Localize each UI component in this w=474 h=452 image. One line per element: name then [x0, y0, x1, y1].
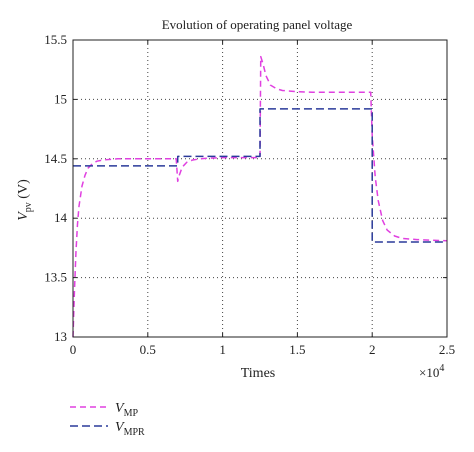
legend-vmp-main: V: [115, 401, 125, 416]
y-tick-label: 15.5: [44, 32, 67, 47]
y-label-sub: pv: [23, 202, 34, 212]
x-tick-labels: 0 0.5 1 1.5 2 2.5: [70, 342, 455, 357]
plot-frame: [72, 39, 448, 338]
legend-label-vmp: VMP: [115, 401, 138, 419]
x-tick-label: 0: [70, 342, 77, 357]
y-tick-label: 13.5: [44, 270, 67, 285]
y-tick-label: 14: [54, 210, 68, 225]
legend-vmpr-main: V: [115, 420, 125, 435]
y-tick-label: 15: [54, 91, 67, 106]
tick-marks: [72, 39, 448, 338]
x-tick-label: 2.5: [439, 342, 455, 357]
x-multiplier-base: ×10: [419, 365, 439, 380]
x-tick-label: 2: [369, 342, 376, 357]
legend-label-vmpr: VMPR: [115, 420, 145, 438]
series-line-mp: [72, 55, 448, 338]
x-axis-multiplier: ×104: [419, 363, 444, 380]
x-axis-label: Times: [241, 366, 276, 381]
series-line-mpr: [73, 108, 447, 243]
x-tick-label: 0.5: [140, 342, 156, 357]
x-tick-label: 1.5: [289, 342, 305, 357]
series-layer: [72, 55, 448, 338]
y-label-unit: (V): [16, 179, 31, 202]
y-tick-label: 13: [54, 329, 67, 344]
legend-vmpr-sub: MPR: [124, 427, 145, 438]
y-axis-label: Vpv (V): [16, 179, 34, 221]
x-tick-label: 1: [219, 342, 226, 357]
legend-vmp-sub: MP: [124, 408, 139, 419]
y-tick-label: 14.5: [44, 151, 67, 166]
legend: VMP VMPR: [70, 401, 145, 438]
x-multiplier-exponent: 4: [439, 363, 444, 374]
chart-title: Evolution of operating panel voltage: [162, 17, 353, 32]
y-tick-labels: 13 13.5 14 14.5 15 15.5: [44, 32, 67, 344]
y-label-main: V: [16, 211, 31, 221]
